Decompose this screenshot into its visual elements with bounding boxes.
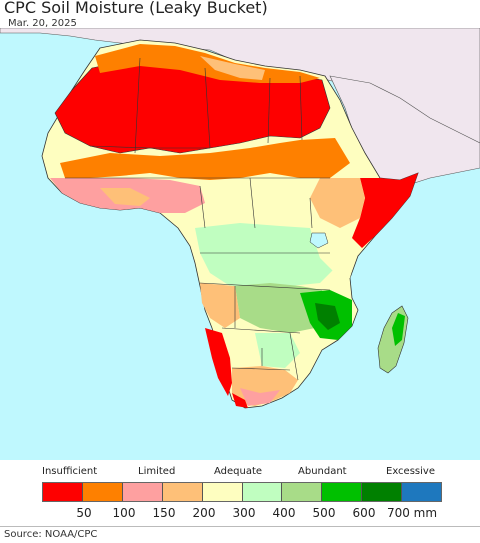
legend-category-adequate: Adequate bbox=[214, 466, 263, 477]
legend-tick: 300 bbox=[232, 506, 256, 520]
legend-category-abundant: Abundant bbox=[298, 466, 347, 477]
cape-dry bbox=[232, 393, 248, 408]
legend-color-bar bbox=[42, 482, 442, 502]
legend-category-insufficient: Insufficient bbox=[42, 466, 98, 477]
sahel-limited bbox=[60, 138, 350, 180]
central-africa-light bbox=[195, 223, 335, 290]
legend-tick: 600 bbox=[352, 506, 376, 520]
legend-category-limited: Limited bbox=[138, 466, 176, 477]
legend-tick: 200 bbox=[192, 506, 216, 520]
wet-core bbox=[315, 303, 340, 330]
madagascar-east-wet bbox=[392, 313, 405, 346]
legend-tick: 100 bbox=[112, 506, 136, 520]
legend-swatch bbox=[322, 483, 363, 501]
legend-tick: 150 bbox=[152, 506, 176, 520]
north-coast-light bbox=[200, 56, 265, 80]
namibia-light bbox=[222, 328, 262, 363]
legend-swatch bbox=[282, 483, 323, 501]
soil-moisture-map bbox=[0, 28, 480, 460]
legend-tick-labels: 50 100 150 200 300 400 500 600 700 mm bbox=[0, 506, 480, 522]
map-title: CPC Soil Moisture (Leaky Bucket) bbox=[4, 0, 268, 17]
legend-tick: 400 bbox=[272, 506, 296, 520]
legend-tick: 500 bbox=[312, 506, 336, 520]
legend-swatch bbox=[43, 483, 83, 501]
legend-categories: Insufficient Limited Adequate Abundant E… bbox=[0, 466, 480, 480]
legend-tick: 50 bbox=[76, 506, 92, 520]
angola-light bbox=[200, 283, 240, 328]
legend-swatch bbox=[402, 483, 442, 501]
footer-divider bbox=[0, 526, 480, 527]
map-date: Mar. 20, 2025 bbox=[8, 18, 77, 29]
south-africa-pink bbox=[240, 388, 280, 406]
legend-category-excessive: Excessive bbox=[386, 466, 435, 477]
legend-swatch bbox=[162, 483, 203, 501]
legend-swatch bbox=[362, 483, 403, 501]
legend-swatch bbox=[202, 483, 243, 501]
ethiopia-mixed bbox=[310, 178, 365, 228]
namibia-coast-dry bbox=[205, 328, 232, 396]
horn-dry bbox=[352, 173, 418, 248]
legend-tick: 700 mm bbox=[386, 506, 438, 520]
source-credit: Source: NOAA/CPC bbox=[4, 529, 98, 540]
west-africa-light bbox=[100, 188, 150, 206]
botswana-adequate bbox=[255, 333, 300, 368]
legend-swatch bbox=[242, 483, 283, 501]
lake-victoria bbox=[309, 232, 329, 249]
country-borders bbox=[65, 57, 331, 381]
legend-swatch bbox=[82, 483, 123, 501]
legend-swatch bbox=[122, 483, 163, 501]
